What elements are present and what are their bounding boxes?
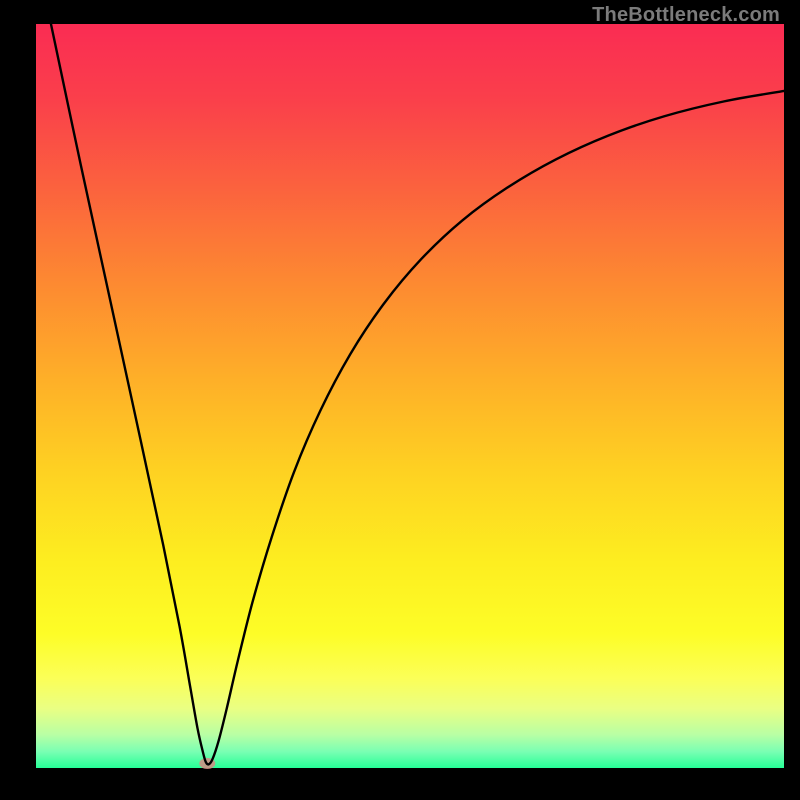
plot-background [36, 24, 784, 768]
watermark-text: TheBottleneck.com [592, 4, 780, 27]
bottleneck-chart [0, 0, 800, 800]
figure-frame: TheBottleneck.com [0, 0, 800, 800]
